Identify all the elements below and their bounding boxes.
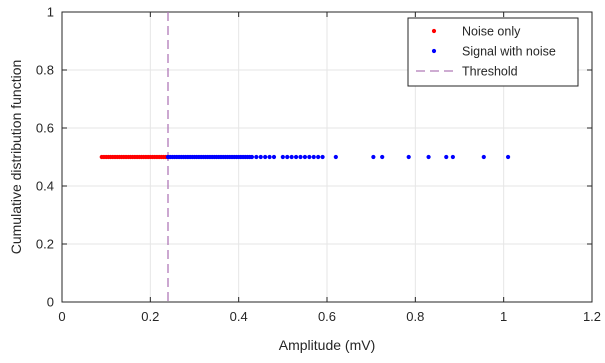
y-tick-label: 0.2 — [36, 237, 54, 252]
signal-with-noise-point — [249, 154, 255, 160]
signal-with-noise-point — [285, 154, 290, 160]
signal-with-noise-point — [254, 154, 259, 160]
signal-with-noise-point — [320, 154, 325, 160]
signal-with-noise-point — [450, 154, 455, 160]
signal-with-noise-point — [263, 154, 268, 160]
y-tick-label: 1 — [47, 5, 54, 20]
legend-signal-with-noise-marker — [431, 48, 437, 54]
signal-with-noise-point — [426, 154, 431, 160]
x-tick-label: 1.2 — [583, 309, 601, 324]
signal-with-noise-point — [316, 154, 321, 160]
signal-with-noise-point — [302, 154, 308, 160]
plot-frame — [61, 11, 593, 303]
y-tick-label: 0 — [47, 295, 54, 310]
signal-with-noise-point — [289, 154, 294, 160]
x-tick-label: 0.8 — [406, 309, 424, 324]
signal-with-noise-point — [481, 154, 486, 160]
signal-with-noise-point — [298, 154, 303, 160]
signal-with-noise-point — [371, 154, 376, 160]
data-marks — [99, 12, 511, 302]
x-tick-label: 0.2 — [141, 309, 159, 324]
signal-with-noise-point — [505, 154, 511, 160]
signal-with-noise-point — [293, 154, 299, 160]
y-tick-label: 0.8 — [36, 63, 54, 78]
y-tick-label: 0.4 — [36, 179, 54, 194]
signal-with-noise-point — [258, 154, 263, 160]
signal-with-noise-point — [271, 154, 277, 160]
y-tick-label: 0.6 — [36, 121, 54, 136]
legend-signal-with-noise-label: Signal with noise — [462, 45, 556, 59]
signal-with-noise-point — [267, 154, 272, 160]
axes: 0 0.2 0.4 0.6 0.8 1 1.2 0 0.2 0.4 0.6 0.8 1 — [36, 5, 601, 325]
legend: Noise only Signal with noise Threshold — [407, 17, 579, 87]
x-axis-label: Amplitude (mV) — [279, 337, 375, 353]
x-tick-label: 0 — [58, 309, 65, 324]
signal-with-noise-point — [406, 154, 411, 160]
legend-noise-only-label: Noise only — [462, 25, 521, 39]
x-tick-label: 1 — [500, 309, 507, 324]
signal-with-noise-point — [333, 154, 338, 160]
signal-with-noise-point — [380, 154, 385, 160]
x-tick-label: 0.6 — [318, 309, 336, 324]
y-axis-label: Cumulative distribution function — [8, 60, 24, 255]
legend-noise-only-marker — [431, 28, 437, 34]
legend-box — [407, 17, 579, 87]
legend-threshold-label: Threshold — [462, 65, 518, 79]
signal-with-noise-point — [280, 154, 285, 160]
signal-with-noise-point — [444, 154, 449, 160]
x-tick-label: 0.4 — [230, 309, 248, 324]
signal-with-noise-point — [311, 154, 316, 160]
signal-with-noise-point — [307, 154, 312, 160]
